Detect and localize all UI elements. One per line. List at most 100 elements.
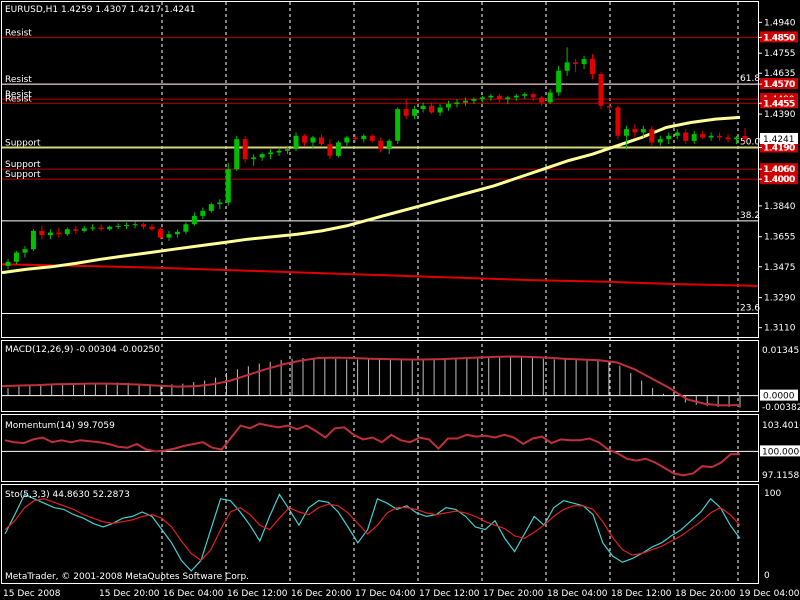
candle-body xyxy=(124,225,130,227)
candle-body xyxy=(56,232,62,235)
candle-body xyxy=(395,109,401,141)
candle-body xyxy=(632,129,638,133)
macd-tick-label: 0.01345 xyxy=(762,346,799,356)
candle-body xyxy=(157,229,163,238)
candle-body xyxy=(132,224,138,226)
level-label: Resist xyxy=(5,75,32,85)
candlesticks xyxy=(5,47,748,270)
candle-body xyxy=(581,59,587,65)
time-tick-label: 19 Dec 04:00 xyxy=(739,589,800,599)
candle-body xyxy=(107,226,113,230)
stochastic-main-line xyxy=(4,493,741,572)
candle-body xyxy=(327,144,333,156)
candle-body xyxy=(183,224,189,232)
candle-body xyxy=(623,129,629,136)
time-tick-label: 16 Dec 12:00 xyxy=(227,589,288,599)
candle-body xyxy=(454,102,460,105)
candle-body xyxy=(13,252,19,262)
candle-body xyxy=(573,62,579,65)
price-tick-label: 1.4455 xyxy=(764,99,796,109)
stochastic-tick-label: 0 xyxy=(764,571,770,581)
candle-body xyxy=(446,104,452,108)
macd-tick-label: -0.00382 xyxy=(762,403,800,413)
candle-body xyxy=(73,229,79,231)
momentum-panel: 103.4016 100.0000 97.1158 xyxy=(2,421,800,481)
level-price-tag xyxy=(760,97,798,109)
level-price-tag xyxy=(760,173,798,185)
stochastic-panel: 100 0 xyxy=(4,489,781,581)
candle-body xyxy=(700,134,706,138)
price-tick-label: 1.3110 xyxy=(764,324,796,334)
candle-body xyxy=(318,137,324,145)
level-price-tag-text: 1.4190 xyxy=(763,143,795,153)
candle-body xyxy=(513,95,519,98)
macd-title: MACD(12,26,9) -0.00304 -0.00250 xyxy=(5,345,160,355)
candle-body xyxy=(547,92,553,103)
slow-moving-average-line xyxy=(1,263,759,287)
candle-body xyxy=(22,249,28,253)
candle-body xyxy=(369,135,375,141)
candle-body xyxy=(717,135,723,138)
level-price-tag xyxy=(760,78,798,90)
macd-signal-line xyxy=(1,355,741,407)
price-tick-label: 1.4570 xyxy=(764,80,796,90)
candle-body xyxy=(208,204,214,211)
current-price-text: 1.4241 xyxy=(763,135,795,145)
candle-body xyxy=(225,169,231,203)
price-tick-label: 1.4850 xyxy=(764,33,796,43)
candle-body xyxy=(47,232,53,236)
candle-body xyxy=(251,157,257,160)
candle-body xyxy=(293,135,299,150)
candle-body xyxy=(259,154,265,158)
candle-body xyxy=(217,202,223,205)
momentum-100-tag xyxy=(760,445,800,457)
macd-zero-tag xyxy=(760,389,798,401)
macd-panel: 0.01345 0.0000-0.00382 xyxy=(1,346,800,413)
time-tick-label: 16 Dec 20:00 xyxy=(291,589,352,599)
macd-tick-label: 0.0000 xyxy=(763,392,795,402)
candle-body xyxy=(30,230,36,250)
momentum-title: Momentum(14) 99.7059 xyxy=(5,421,115,431)
level-price-tag-text: 1.4000 xyxy=(763,175,795,185)
candle-body xyxy=(437,107,443,113)
candle-body xyxy=(734,137,740,140)
candle-body xyxy=(462,100,468,103)
candle-body xyxy=(471,99,477,101)
candle-body xyxy=(98,227,104,230)
candle-body xyxy=(378,140,384,150)
candle-body xyxy=(285,149,291,151)
candle-body xyxy=(81,228,87,231)
level-label: Resist xyxy=(5,28,32,38)
level-price-tag-text: 1.4850 xyxy=(763,33,795,43)
candle-body xyxy=(590,59,596,75)
momentum-tick-label: 97.1158 xyxy=(762,471,799,481)
fib-label: 50.0 xyxy=(740,137,760,147)
candle-body xyxy=(683,132,689,141)
fibonacci-levels: 61.8 50.0 38.2 23.6 xyxy=(2,74,760,314)
candle-body xyxy=(598,74,604,106)
candle-body xyxy=(64,229,70,235)
price-tick-label: 1.4190 xyxy=(764,143,796,153)
momentum-tick-label: 100.0000 xyxy=(762,447,800,457)
time-tick-label: 17 Dec 12:00 xyxy=(419,589,480,599)
candle-body xyxy=(640,129,646,133)
candle-body xyxy=(564,62,570,71)
level-price-tag-text: 1.4060 xyxy=(763,165,795,175)
candle-body xyxy=(361,135,367,140)
stochastic-title: Sto(5,3,3) 44.8630 52.2873 xyxy=(5,490,130,500)
candle-body xyxy=(115,225,121,227)
price-tick-label: 1.3290 xyxy=(764,294,796,304)
price-tick-label: 1.4755 xyxy=(764,49,796,59)
level-price-tag-text: 1.4570 xyxy=(763,80,795,90)
price-tick-label: 1.4940 xyxy=(764,18,796,28)
fib-label: 38.2 xyxy=(740,211,760,221)
candle-body xyxy=(166,234,172,238)
candle-body xyxy=(301,135,307,143)
candle-body xyxy=(505,97,511,100)
candle-body xyxy=(149,226,155,230)
candle-body xyxy=(725,137,731,140)
candle-body xyxy=(386,140,392,150)
